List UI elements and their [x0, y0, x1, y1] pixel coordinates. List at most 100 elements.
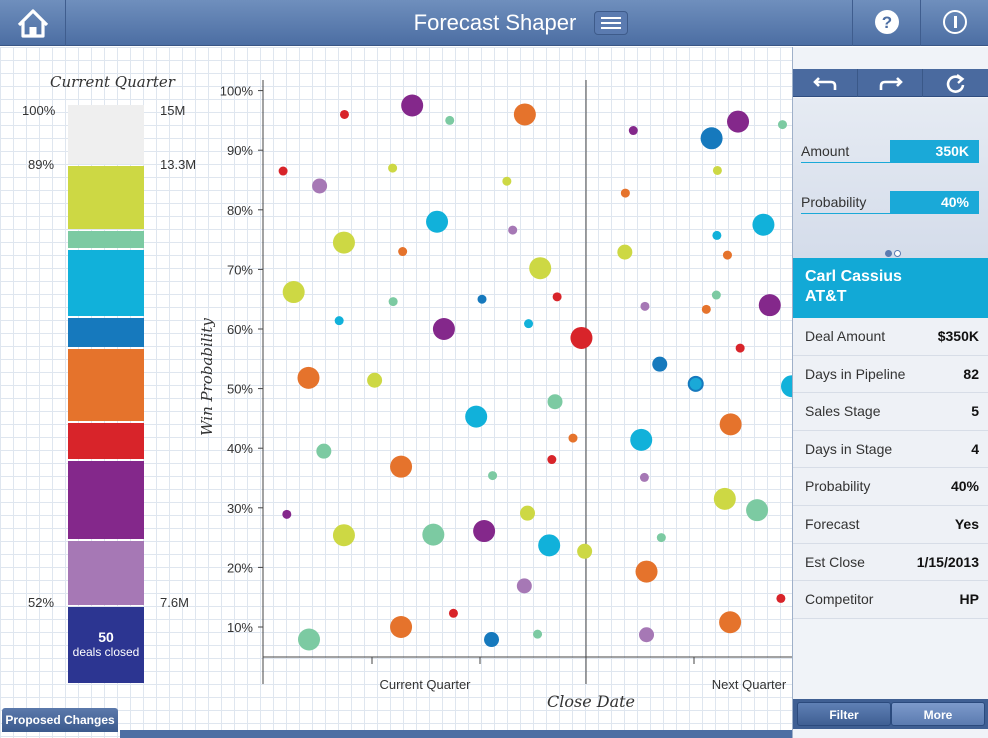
data-point[interactable] [538, 534, 561, 557]
data-point[interactable] [727, 110, 750, 133]
data-point[interactable] [781, 375, 792, 398]
stack-segment[interactable] [68, 606, 144, 683]
stack-segment[interactable] [68, 105, 144, 165]
probability-slider[interactable]: Probability 40% [801, 191, 979, 214]
data-point[interactable] [719, 611, 742, 634]
home-button[interactable] [0, 0, 66, 46]
data-point[interactable] [570, 326, 593, 349]
data-point[interactable] [388, 297, 398, 307]
undo-button[interactable] [793, 69, 858, 97]
stack-segment[interactable] [68, 166, 144, 229]
data-point[interactable] [620, 188, 630, 198]
data-point[interactable] [752, 213, 775, 236]
data-point[interactable] [334, 316, 344, 326]
help-button[interactable]: ? [852, 0, 920, 46]
menu-button[interactable] [594, 11, 628, 35]
data-point[interactable] [701, 304, 711, 314]
stack-segment[interactable] [68, 249, 144, 317]
data-point[interactable] [568, 433, 578, 443]
data-point[interactable] [502, 176, 512, 186]
data-point[interactable] [617, 244, 633, 260]
data-point[interactable] [639, 627, 655, 643]
data-point[interactable] [776, 593, 786, 603]
data-point[interactable] [711, 290, 721, 300]
proposed-changes-button[interactable]: Proposed Changes [2, 708, 118, 732]
data-point[interactable] [777, 120, 787, 130]
stack-segment[interactable] [68, 422, 144, 460]
data-point[interactable] [746, 499, 769, 522]
data-point[interactable] [367, 372, 383, 388]
data-point[interactable] [547, 455, 557, 465]
data-point[interactable] [656, 533, 666, 543]
stack-segment[interactable] [68, 461, 144, 539]
data-point[interactable] [282, 509, 292, 519]
detail-key: Est Close [805, 553, 865, 570]
data-point[interactable] [282, 281, 305, 304]
data-point[interactable] [390, 455, 413, 478]
data-point[interactable] [635, 560, 658, 583]
data-point[interactable] [529, 257, 552, 280]
data-point[interactable] [312, 178, 328, 194]
data-point[interactable] [547, 394, 563, 410]
deal-details: Deal Amount $350K Days in Pipeline 82 Sales … [793, 318, 988, 619]
data-point[interactable] [422, 523, 445, 546]
amount-slider[interactable]: Amount 350K [801, 140, 979, 163]
data-point[interactable] [628, 126, 638, 136]
stack-segment[interactable] [68, 318, 144, 348]
data-point[interactable] [390, 616, 413, 638]
data-point[interactable] [448, 608, 458, 618]
stack-segment[interactable] [68, 349, 144, 421]
data-point[interactable] [758, 294, 781, 317]
contact-name: Carl Cassius [805, 268, 902, 285]
data-point[interactable] [332, 231, 355, 254]
data-point[interactable] [552, 292, 562, 302]
data-point[interactable] [484, 632, 500, 648]
detail-value: $350K [937, 328, 979, 344]
data-point[interactable] [513, 103, 536, 126]
data-point[interactable] [339, 109, 349, 119]
data-point[interactable] [687, 375, 704, 392]
data-point[interactable] [577, 543, 593, 559]
data-point[interactable] [398, 247, 408, 257]
data-point[interactable] [401, 94, 424, 117]
data-point[interactable] [712, 165, 722, 175]
data-point[interactable] [465, 405, 488, 428]
data-point[interactable] [533, 629, 543, 639]
detail-row: Est Close 1/15/2013 [793, 543, 988, 582]
data-point[interactable] [516, 578, 532, 594]
stack-segment[interactable] [68, 230, 144, 248]
data-point[interactable] [700, 127, 723, 150]
data-point[interactable] [520, 505, 535, 521]
data-point[interactable] [298, 628, 321, 651]
data-point[interactable] [332, 524, 355, 547]
data-point[interactable] [713, 487, 736, 510]
data-point[interactable] [316, 443, 332, 459]
data-point[interactable] [297, 366, 320, 389]
redo-button[interactable] [858, 69, 923, 97]
data-point[interactable] [278, 166, 288, 176]
refresh-button[interactable] [923, 69, 988, 97]
page-indicator[interactable] [885, 244, 903, 262]
data-point[interactable] [639, 472, 649, 482]
data-point[interactable] [508, 225, 518, 235]
data-point[interactable] [388, 163, 398, 173]
quarter-stack-bar [68, 105, 144, 685]
data-point[interactable] [719, 413, 742, 436]
tab-filter[interactable]: Filter [797, 702, 891, 726]
data-point[interactable] [640, 301, 650, 311]
data-point[interactable] [652, 356, 668, 372]
data-point[interactable] [630, 428, 653, 451]
data-point[interactable] [432, 318, 455, 340]
data-point[interactable] [477, 294, 487, 304]
info-button[interactable] [920, 0, 988, 46]
data-point[interactable] [722, 250, 732, 260]
data-point[interactable] [524, 319, 534, 329]
data-point[interactable] [488, 471, 498, 481]
data-point[interactable] [712, 230, 722, 240]
data-point[interactable] [735, 343, 745, 353]
data-point[interactable] [473, 520, 496, 543]
data-point[interactable] [426, 210, 449, 233]
tab-more[interactable]: More [891, 702, 985, 726]
data-point[interactable] [445, 115, 455, 125]
stack-segment[interactable] [68, 540, 144, 605]
